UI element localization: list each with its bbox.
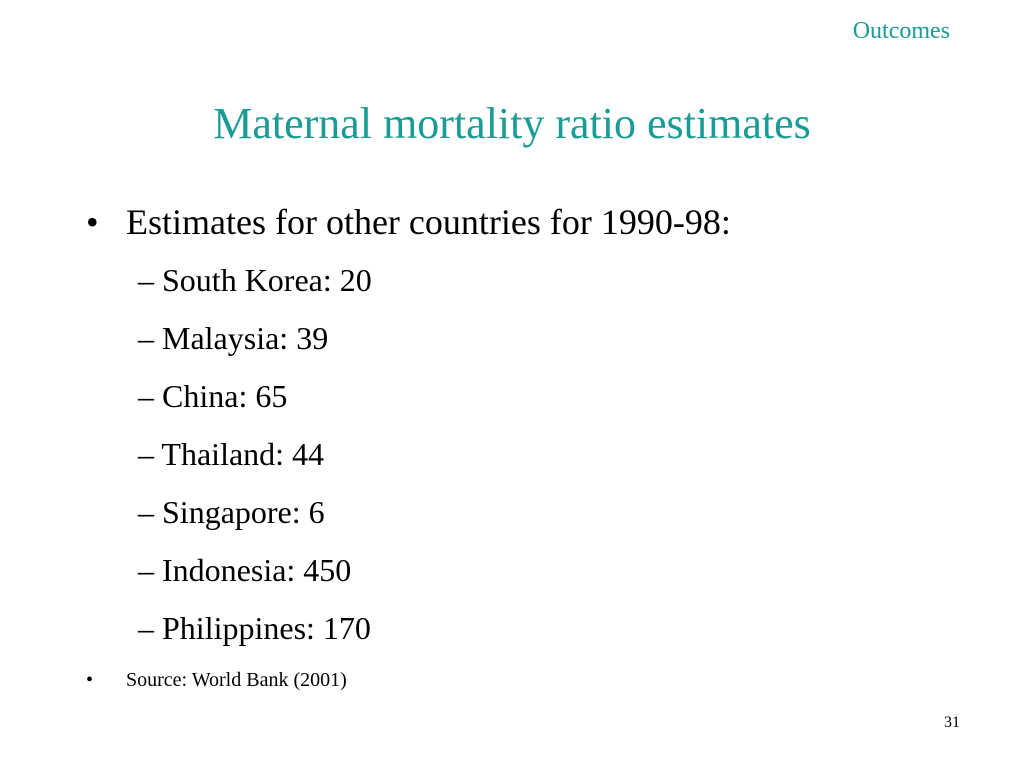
list-item: – Singapore: 6	[138, 494, 325, 531]
source-text: Source: World Bank (2001)	[126, 669, 347, 692]
bullet-list: • Estimates for other countries for 1990…	[86, 202, 986, 692]
main-bullet-text: Estimates for other countries for 1990-9…	[126, 202, 731, 242]
list-item: – Thailand: 44	[138, 436, 325, 473]
bullet-icon: •	[86, 202, 99, 242]
main-bullet: • Estimates for other countries for 1990…	[86, 202, 986, 243]
list-item: – South Korea: 20	[138, 262, 372, 299]
country-list: – South Korea: 20 – Malaysia: 39 – China…	[86, 251, 986, 657]
slide-title: Maternal mortality ratio estimates	[213, 99, 811, 148]
source-bullet: • Source: World Bank (2001)	[86, 669, 986, 692]
slide-number: 31	[944, 714, 960, 731]
list-item: – Malaysia: 39	[138, 320, 329, 357]
list-item: – Indonesia: 450	[138, 552, 352, 589]
bullet-icon: •	[86, 669, 94, 692]
list-item: – Philippines: 170	[138, 610, 371, 647]
list-item: – China: 65	[138, 378, 288, 415]
section-label: Outcomes	[852, 18, 950, 44]
